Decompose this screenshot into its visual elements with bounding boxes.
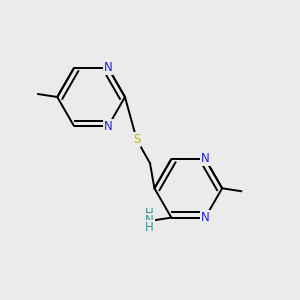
Text: H: H — [145, 207, 154, 220]
Text: N: N — [104, 120, 112, 133]
Text: H: H — [145, 221, 154, 234]
Text: N: N — [145, 214, 154, 227]
Text: S: S — [133, 133, 140, 146]
Text: N: N — [201, 211, 210, 224]
Text: N: N — [201, 152, 210, 166]
Text: N: N — [104, 61, 112, 74]
